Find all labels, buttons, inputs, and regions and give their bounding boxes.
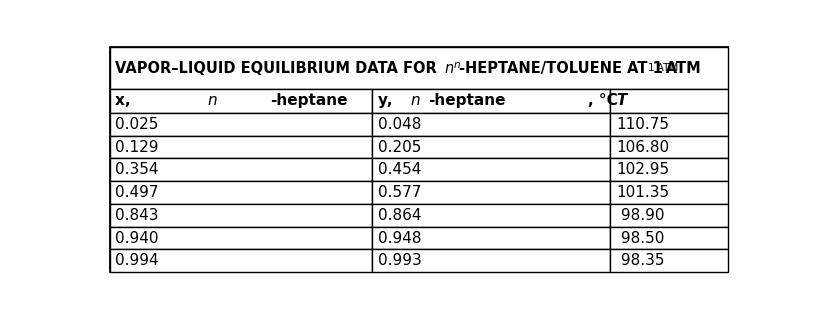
Text: n: n	[208, 94, 217, 108]
Bar	[109, 227, 373, 249]
Text: -heptane: -heptane	[427, 94, 505, 108]
Bar	[109, 249, 373, 272]
Text: 0.948: 0.948	[378, 230, 422, 246]
Text: 0.993: 0.993	[378, 253, 422, 268]
Bar	[610, 249, 728, 272]
Bar	[610, 181, 728, 204]
Bar	[109, 89, 373, 113]
Text: 0.354: 0.354	[115, 162, 159, 177]
Text: 102.95: 102.95	[616, 162, 669, 177]
Bar	[610, 113, 728, 136]
Text: y,: y,	[378, 94, 398, 108]
Text: 0.205: 0.205	[378, 140, 422, 154]
Text: x,: x,	[115, 94, 136, 108]
Text: 1 ATM: 1 ATM	[648, 63, 678, 73]
Bar	[610, 204, 728, 227]
Bar	[610, 159, 728, 181]
Text: 98.90: 98.90	[616, 208, 664, 223]
Bar	[610, 89, 728, 113]
Text: 0.994: 0.994	[115, 253, 159, 268]
Text: n: n	[444, 61, 453, 76]
Bar	[610, 227, 728, 249]
Bar	[373, 136, 610, 159]
Bar	[610, 136, 728, 159]
Bar	[373, 113, 610, 136]
Bar	[373, 89, 610, 113]
Text: 0.864: 0.864	[378, 208, 422, 223]
Text: 98.50: 98.50	[616, 230, 664, 246]
Bar	[373, 249, 610, 272]
Text: 110.75: 110.75	[616, 117, 669, 132]
Text: 106.80: 106.80	[616, 140, 669, 154]
Bar	[373, 204, 610, 227]
Text: VAPOR–LIQUID EQUILIBRIUM DATA FOR: VAPOR–LIQUID EQUILIBRIUM DATA FOR	[114, 61, 442, 76]
Text: n: n	[410, 94, 420, 108]
Text: 0.843: 0.843	[115, 208, 159, 223]
Bar	[109, 113, 373, 136]
Text: 0.454: 0.454	[378, 162, 422, 177]
Text: n: n	[453, 60, 460, 70]
Text: -heptane: -heptane	[270, 94, 348, 108]
Bar	[109, 159, 373, 181]
Text: -HEPTANE/TOLUENE AT 1 ATM: -HEPTANE/TOLUENE AT 1 ATM	[459, 61, 701, 76]
Text: 0.497: 0.497	[115, 185, 159, 200]
Text: 0.129: 0.129	[115, 140, 159, 154]
Text: , °C: , °C	[587, 94, 618, 108]
Text: 101.35: 101.35	[616, 185, 669, 200]
Bar	[109, 47, 728, 89]
Bar	[373, 159, 610, 181]
Bar	[373, 181, 610, 204]
Text: 0.025: 0.025	[115, 117, 158, 132]
Bar	[109, 136, 373, 159]
Text: 0.577: 0.577	[378, 185, 422, 200]
Text: 98.35: 98.35	[616, 253, 664, 268]
Bar	[373, 227, 610, 249]
Bar	[109, 181, 373, 204]
Text: 0.940: 0.940	[115, 230, 159, 246]
Text: 0.048: 0.048	[378, 117, 422, 132]
Text: T: T	[616, 94, 627, 108]
Bar	[109, 204, 373, 227]
